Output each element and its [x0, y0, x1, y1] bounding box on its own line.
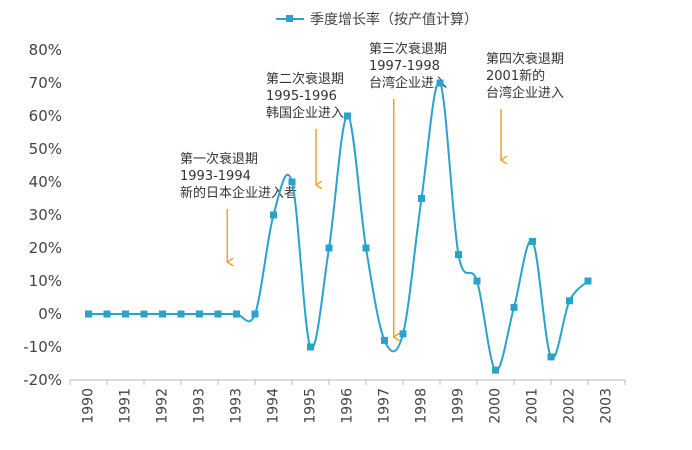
data-point [547, 353, 555, 361]
annotation-line: 1997-1998 [369, 59, 440, 74]
data-point [566, 297, 573, 305]
x-tick-label: 2000 [488, 388, 504, 424]
x-tick-label: 1992 [155, 388, 171, 424]
data-point [584, 277, 592, 285]
legend-label: 季度增长率（按产值计算） [310, 11, 478, 28]
data-point [510, 303, 518, 311]
y-tick-label: -20% [23, 371, 62, 389]
x-tick-label: 1993 [192, 388, 208, 424]
x-tick-label: 1990 [81, 388, 97, 424]
x-tick-label: 2001 [525, 388, 541, 424]
y-tick-label: 70% [29, 74, 62, 92]
x-tick-label: 1993 [229, 388, 245, 424]
legend: 季度增长率（按产值计算） [276, 11, 478, 28]
annotation-line: 台湾企业进入 [486, 85, 564, 101]
annotation-line: 1993-1994 [180, 169, 251, 184]
data-point [270, 211, 277, 219]
legend-marker [286, 15, 293, 22]
x-tick-label: 1998 [414, 388, 430, 424]
data-point [436, 79, 444, 87]
data-point [325, 244, 333, 252]
y-tick-label: 20% [29, 239, 62, 257]
x-tick-label: 1997 [377, 388, 393, 424]
y-axis: 80% 70% 60% 50% 40% 30% 20% 10% 0% -10% -20% [23, 41, 62, 389]
data-point [473, 277, 481, 285]
data-point [455, 251, 462, 259]
y-tick-label: 10% [29, 272, 62, 290]
y-tick-label: 80% [29, 41, 62, 59]
y-tick-label: -10% [23, 338, 62, 356]
annotation-line: 1995-1996 [266, 89, 337, 104]
y-tick-label: 30% [29, 206, 62, 224]
annotation-line: 第四次衰退期 [486, 51, 564, 67]
data-point [362, 244, 370, 252]
data-point [399, 330, 407, 338]
x-tick-label: 1991 [118, 388, 134, 424]
series-line [88, 81, 589, 372]
x-tick-label: 1996 [340, 388, 356, 424]
annotation-line: 韩国企业进入 [266, 105, 344, 121]
y-tick-label: 50% [29, 140, 62, 158]
data-point [344, 112, 351, 120]
data-point [214, 310, 222, 318]
data-point [492, 366, 499, 374]
x-tick-label: 1999 [451, 388, 467, 424]
y-tick-label: 60% [29, 107, 62, 125]
data-point [103, 310, 111, 318]
annotation-line: 新的日本企业进入者 [180, 185, 297, 201]
annotation-line: 台湾企业进入 [369, 75, 447, 91]
data-point [85, 310, 92, 318]
data-point [159, 310, 166, 318]
x-tick-label: 2002 [562, 388, 578, 424]
data-point [233, 310, 240, 318]
data-point [177, 310, 185, 318]
data-point [196, 310, 203, 318]
y-tick-label: 0% [38, 305, 62, 323]
data-point [529, 237, 536, 245]
data-point [251, 310, 259, 318]
x-tick-label: 2003 [599, 388, 615, 424]
data-point [381, 336, 388, 344]
y-tick-label: 40% [29, 173, 62, 191]
x-axis: 1990 1991 1992 1993 1993 1994 1995 1996 1997 1998… [69, 379, 626, 424]
data-point [307, 343, 314, 351]
annotation-line: 第二次衰退期 [266, 71, 344, 87]
annotation-line: 2001新的 [486, 68, 545, 84]
data-point [140, 310, 148, 318]
data-point [122, 310, 129, 318]
series-points [85, 79, 592, 374]
annotation-line: 第三次衰退期 [369, 41, 447, 57]
x-tick-label: 1995 [303, 388, 319, 424]
data-point [418, 195, 425, 202]
annotation-line: 第一次衰退期 [180, 151, 258, 167]
x-tick-label: 1994 [266, 388, 282, 424]
data-point [288, 178, 296, 186]
